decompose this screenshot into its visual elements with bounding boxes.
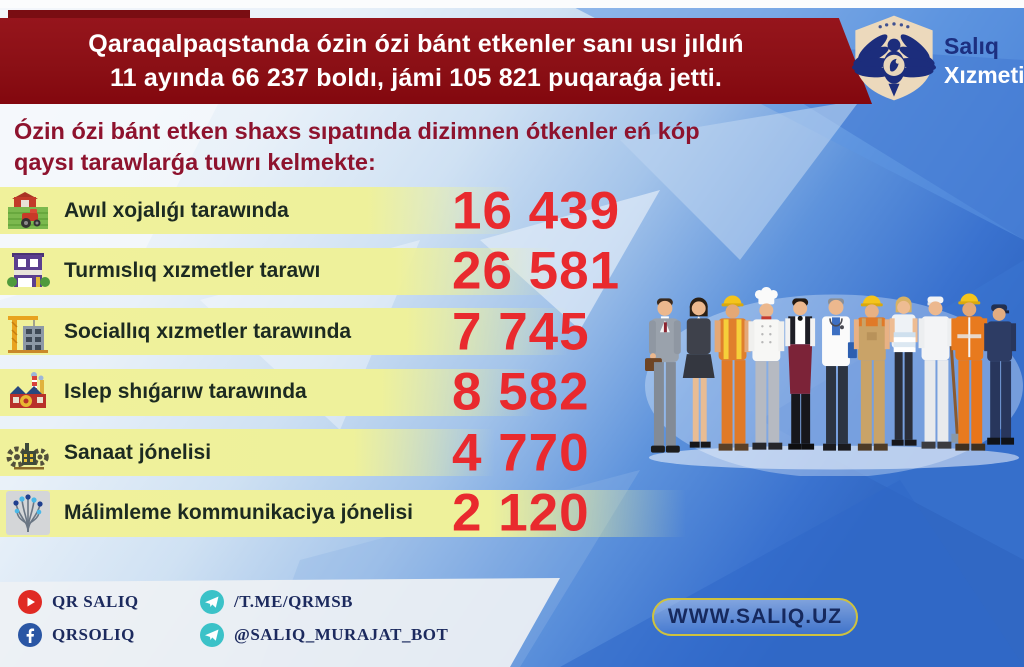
telegram-icon: [200, 590, 224, 614]
highlight-bar: Awıl xojalıǵı tarawında: [0, 187, 525, 234]
stat-label: Sociallıq xızmetler tarawında: [64, 319, 352, 343]
restaurant-icon: [6, 249, 50, 293]
social-label: QR SALIQ: [52, 592, 139, 611]
person-doctor: [822, 298, 857, 451]
person-businesswoman: [682, 297, 715, 448]
social-label: @SALIQ_MURAJAT_BOT: [234, 625, 449, 644]
stat-value: 7 745: [452, 302, 590, 361]
logo-wordmark-line1: Salıq: [944, 32, 999, 59]
highlight-bar: Sanaat jónelisi: [0, 429, 505, 476]
page-subtitle: Ózin ózi bánt etken shaxs sıpatında dizi…: [14, 118, 700, 176]
tax-service-logo: Salıq Xızmeti: [848, 12, 1024, 109]
person-businessman: [645, 298, 681, 453]
person-painter: [918, 296, 964, 449]
highlight-bar: Islep shıǵarıw tarawında: [0, 368, 545, 416]
construction-crane-icon: [6, 310, 50, 354]
youtube-icon: [18, 590, 42, 614]
factory-icon: [6, 370, 50, 414]
stat-value: 8 582: [452, 362, 590, 422]
stat-value: 16 439: [452, 181, 621, 240]
person-laundry-woman: [889, 296, 918, 446]
stat-row-social-services: Sociallıq xızmetler tarawında 7 745: [0, 302, 740, 361]
stat-label: Turmıslıq xızmetler tarawı: [64, 259, 321, 282]
telegram-icon: [200, 623, 224, 647]
social-link-youtube[interactable]: QR SALIQ: [18, 590, 139, 614]
stat-label: Málimleme kommunikaciya jónelisi: [64, 501, 413, 524]
social-links-column-2: /T.ME/QRMSB @SALIQ_MURAJAT_BOT: [200, 590, 448, 647]
social-label: /T.ME/QRMSB: [234, 592, 353, 611]
sector-stats-list: Awıl xojalıǵı tarawında 16 439: [0, 181, 740, 550]
facebook-icon: [18, 623, 42, 647]
stat-row-services: Turmıslıq xızmetler tarawı 26 581: [0, 242, 740, 301]
highlight-bar: Málimleme kommunikaciya jónelisi: [0, 489, 700, 537]
logo-wordmark-line2: Xızmeti: [944, 61, 1024, 88]
stat-label: Sanaat jónelisi: [64, 440, 212, 464]
person-mechanic: [984, 304, 1017, 445]
stat-label: Islep shıǵarıw tarawında: [64, 380, 307, 403]
header-accent-tab: [8, 10, 250, 19]
stat-row-ict: Málimleme kommunikaciya jónelisi 2 120: [0, 484, 740, 543]
workers-photo: [645, 286, 1023, 478]
header-banner: Qaraqalpaqstanda ózin ózi bánt etkenler …: [0, 18, 872, 104]
website-button[interactable]: WWW.SALIQ.UZ: [652, 598, 858, 636]
person-waiter: [785, 298, 816, 450]
highlight-bar: Sociallıq xızmetler tarawında: [0, 308, 580, 355]
social-link-telegram-channel[interactable]: /T.ME/QRMSB: [200, 590, 448, 614]
social-links-column-1: QR SALIQ QRSOLIQ: [18, 590, 139, 647]
industry-gears-icon: [6, 431, 50, 475]
social-link-facebook[interactable]: QRSOLIQ: [18, 623, 139, 647]
social-link-telegram-bot[interactable]: @SALIQ_MURAJAT_BOT: [200, 623, 448, 647]
ict-network-icon: [6, 491, 50, 535]
banner-line-1: Qaraqalpaqstanda ózin ózi bánt etkenler …: [88, 30, 744, 58]
person-chef: [748, 286, 785, 450]
stat-label: Awıl xojalıǵı tarawında: [64, 198, 289, 222]
stat-value: 4 770: [452, 423, 590, 482]
person-vest-worker: [714, 295, 751, 451]
social-label: QRSOLIQ: [52, 625, 135, 644]
stat-row-agriculture: Awıl xojalıǵı tarawında 16 439: [0, 181, 740, 240]
eagle-emblem-icon: [848, 12, 940, 109]
website-url: WWW.SALIQ.UZ: [667, 605, 843, 628]
banner-line-2: 11 ayında 66 237 boldı, jámi 105 821 puq…: [109, 64, 723, 92]
farm-icon: [6, 189, 50, 233]
person-builder: [853, 295, 890, 451]
highlight-bar: Turmıslıq xızmetler tarawı: [0, 247, 565, 295]
stat-value: 26 581: [452, 241, 621, 301]
stat-row-manufacturing: Islep shıǵarıw tarawında 8 582: [0, 363, 740, 422]
stat-row-industry: Sanaat jónelisi 4 770: [0, 423, 740, 482]
stat-value: 2 120: [452, 483, 590, 543]
